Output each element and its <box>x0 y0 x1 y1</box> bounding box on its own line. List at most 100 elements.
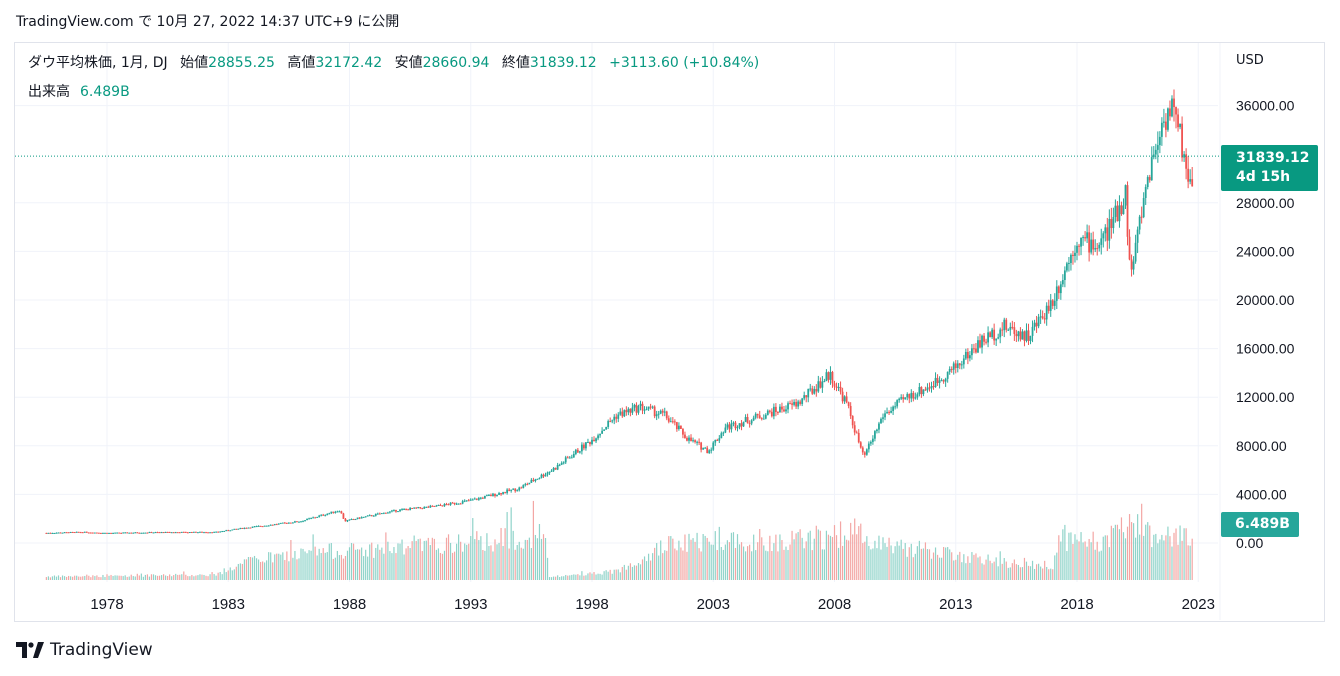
volume-bar <box>629 563 631 580</box>
volume-bar <box>1175 528 1177 580</box>
volume-bar <box>197 575 199 580</box>
candle-body <box>374 513 377 516</box>
volume-bar <box>272 562 274 580</box>
volume-bar <box>1185 528 1187 580</box>
volume-bar <box>641 559 644 580</box>
candle-body <box>1025 330 1028 341</box>
volume-bar <box>1114 524 1116 580</box>
volume-bar <box>367 556 369 580</box>
candle-body <box>958 363 961 366</box>
candle-body <box>93 532 96 534</box>
candle-body <box>560 462 563 465</box>
candle-body <box>1027 330 1030 341</box>
volume-bar <box>783 549 785 580</box>
volume-bar <box>379 549 381 580</box>
volume-legend: 出来高 6.489B <box>28 81 130 101</box>
candle-body <box>174 532 177 534</box>
volume-bar <box>336 550 338 580</box>
volume-bar <box>688 533 690 580</box>
volume-bar <box>718 526 720 580</box>
candle-body <box>704 447 707 449</box>
volume-bar <box>868 545 870 580</box>
volume-bar <box>860 523 862 580</box>
candle-body <box>944 378 947 382</box>
candle-body <box>1072 254 1074 256</box>
volume-bar <box>308 550 310 580</box>
candle-body <box>77 531 80 533</box>
candle-body <box>1086 232 1089 239</box>
volume-bar <box>1126 526 1129 580</box>
candle-body <box>1021 331 1024 340</box>
volume-bar <box>504 528 506 580</box>
volume-bar <box>773 543 775 580</box>
candle-body <box>1171 98 1173 117</box>
candle-body <box>197 532 199 534</box>
candle-body <box>235 528 238 530</box>
symbol-title[interactable]: ダウ平均株価, 1月, DJ <box>28 55 168 71</box>
volume-bar <box>84 575 86 580</box>
candle-body <box>649 406 652 408</box>
volume-bar <box>156 575 159 580</box>
candle-body <box>942 380 945 382</box>
volume-bar <box>1056 552 1058 580</box>
volume-bar <box>447 534 450 580</box>
volume-bar <box>932 552 935 580</box>
candle-body <box>580 444 583 452</box>
volume-bar <box>1066 551 1068 580</box>
candle-body <box>536 478 539 480</box>
volume-bar <box>700 551 702 580</box>
candle-body <box>609 421 612 423</box>
volume-bar <box>819 530 821 580</box>
y-tick-label: 28000.00 <box>1236 195 1295 211</box>
volume-bar <box>1118 529 1121 580</box>
tradingview-logo[interactable]: TradingView <box>16 640 153 660</box>
candle-body <box>946 371 949 379</box>
candle-body <box>328 513 331 515</box>
volume-bar <box>579 575 581 580</box>
candle-body <box>655 414 658 417</box>
volume-bar <box>959 551 961 580</box>
volume-bar <box>841 545 844 580</box>
candle-body <box>758 415 761 419</box>
volume-bar <box>674 548 676 580</box>
volume-bar <box>680 547 682 580</box>
candle-body <box>65 532 68 534</box>
currency-label[interactable]: USD <box>1236 53 1264 68</box>
volume-bar <box>1033 568 1036 580</box>
candle-body <box>952 363 955 370</box>
candle-body <box>1057 286 1060 294</box>
candle-body <box>217 531 220 533</box>
volume-label[interactable]: 出来高 <box>28 84 70 100</box>
volume-bar <box>439 552 442 580</box>
candle-body <box>362 516 365 518</box>
chart-frame[interactable] <box>14 42 1325 622</box>
candle-body <box>728 424 731 430</box>
candle-body <box>483 495 486 499</box>
candle-body <box>211 532 213 534</box>
volume-bar <box>253 555 256 580</box>
volume-bar <box>934 547 937 580</box>
volume-bar <box>904 543 906 580</box>
candle-body <box>627 408 630 413</box>
candle-body <box>429 505 432 508</box>
candle-body <box>255 526 258 528</box>
volume-bar <box>902 548 904 580</box>
candle-body <box>69 532 72 534</box>
volume-bar <box>1177 544 1179 580</box>
candle-body <box>706 447 709 454</box>
volume-bar <box>900 539 902 580</box>
candle-body <box>839 386 842 392</box>
candle-body <box>857 432 860 443</box>
volume-bar <box>314 546 316 580</box>
volume-bar <box>848 540 850 580</box>
volume-bar <box>419 538 421 580</box>
volume-bar <box>894 546 896 580</box>
volume-bar <box>550 577 553 580</box>
candle-body <box>1126 185 1129 237</box>
candle-body <box>166 531 169 533</box>
candle-body <box>128 532 131 534</box>
volume-bar <box>866 536 868 580</box>
volume-bar <box>609 569 611 580</box>
volume-bar <box>433 538 435 580</box>
